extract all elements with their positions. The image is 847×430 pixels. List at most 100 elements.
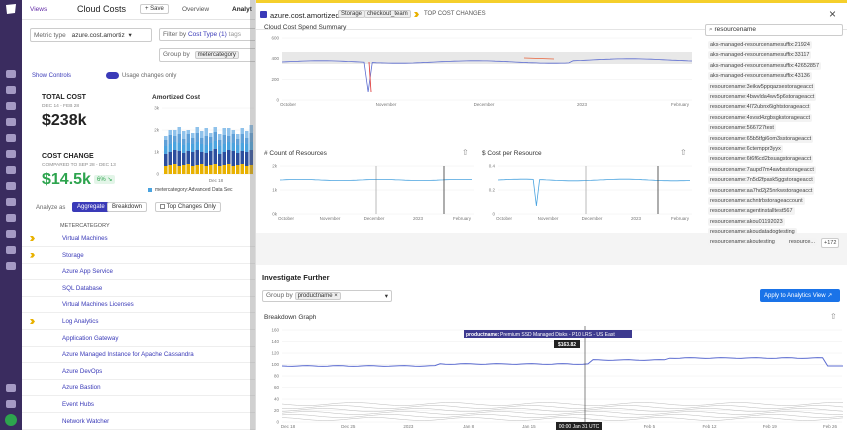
- tab-analytics[interactable]: Analyt: [232, 6, 252, 13]
- tag-item[interactable]: resourcename:4l72ubnx6ightstorageacct: [708, 103, 812, 112]
- help-icon[interactable]: [6, 384, 16, 392]
- tag-item[interactable]: aks-managed-resourcenamesuffix:42652857: [708, 61, 822, 70]
- row-label[interactable]: Event Hubs: [62, 401, 94, 408]
- remove-pill-icon[interactable]: ×: [334, 293, 338, 299]
- more-count[interactable]: +172: [821, 238, 840, 248]
- aggregate-button[interactable]: Aggregate: [72, 202, 110, 212]
- table-row[interactable]: Event Hubs: [22, 397, 257, 413]
- table-row[interactable]: Azure Managed Instance for Apache Cassan…: [22, 347, 257, 364]
- cloud-cost-icon[interactable]: [6, 262, 16, 270]
- table-row[interactable]: Application Gateway: [22, 331, 257, 347]
- amortized-bar-segment: [222, 128, 226, 135]
- tag-item[interactable]: resourcename:aa7hd2j25nrkwstorageacct: [708, 186, 815, 195]
- row-label[interactable]: Application Gateway: [62, 334, 119, 342]
- tag-item[interactable]: resourcename:3eikw5ppqazsestorageacct: [708, 82, 816, 91]
- amortized-bar-segment: [236, 145, 240, 153]
- tag-item[interactable]: aks-managed-resourcenamesuffix:21924: [708, 41, 812, 49]
- share-icon[interactable]: ⇧: [462, 148, 469, 157]
- panel-overlay-edge: [250, 0, 257, 430]
- group-by-field[interactable]: Group by metercategory: [159, 48, 257, 62]
- events-icon[interactable]: [6, 102, 16, 110]
- views-link[interactable]: Views: [30, 6, 48, 13]
- apply-analytics-button[interactable]: Apply to Analytics View ↗: [760, 289, 840, 302]
- tag-search-input[interactable]: ⌕ resourcename: [705, 24, 843, 36]
- usage-toggle[interactable]: [106, 72, 119, 79]
- infrastructure-icon[interactable]: [6, 134, 16, 142]
- tag-item[interactable]: resourcename:akoutesting: [708, 238, 777, 246]
- amortized-bar-segment: [164, 166, 168, 174]
- amortized-bar-segment: [222, 165, 226, 174]
- y-tick-label: 80: [274, 374, 280, 379]
- tag-item[interactable]: resourcename:akou01192023: [708, 217, 785, 226]
- row-label[interactable]: Azure App Service: [62, 268, 113, 276]
- filter-by-field[interactable]: Filter by Cost Type (1) tags: [159, 28, 257, 41]
- breakdown-group-by[interactable]: Group by productname × ▾: [262, 290, 392, 302]
- amortized-bar-segment: [164, 154, 168, 166]
- dashboards-icon[interactable]: [6, 118, 16, 126]
- monitors-icon[interactable]: [6, 150, 16, 158]
- share-icon[interactable]: ⇧: [830, 312, 837, 321]
- share-icon[interactable]: ⇧: [680, 148, 687, 157]
- tag-item[interactable]: resourcename:4bwvlda4wv5p6storageacct: [708, 93, 817, 101]
- x-tick-label: February: [671, 102, 690, 107]
- row-label[interactable]: Log Analytics: [62, 318, 99, 325]
- tag-item[interactable]: resourcename:566727test: [708, 124, 776, 133]
- security-icon[interactable]: [6, 230, 16, 238]
- cost-change-badge: 6% ↘: [94, 175, 116, 184]
- table-row[interactable]: Virtual Machines: [22, 231, 257, 247]
- table-row[interactable]: Virtual Machines Licenses: [22, 297, 257, 314]
- tag-item[interactable]: resourcename:6ctemppr3yyx: [708, 145, 783, 153]
- row-label[interactable]: Azure Bastion: [62, 384, 101, 392]
- search-icon[interactable]: [6, 70, 16, 78]
- row-label[interactable]: Virtual Machines Licenses: [62, 301, 134, 309]
- productname-pill[interactable]: productname ×: [294, 292, 341, 300]
- tag-item-more[interactable]: resource...: [787, 238, 817, 246]
- avatar[interactable]: [5, 414, 17, 426]
- row-label[interactable]: Storage: [62, 251, 84, 259]
- row-label[interactable]: Azure Managed Instance for Apache Cassan…: [62, 351, 194, 359]
- amortized-bar-segment: [182, 131, 186, 139]
- tag-item[interactable]: resourcename:akoudatadogtesting: [708, 228, 797, 237]
- row-label[interactable]: Virtual Machines: [62, 235, 108, 242]
- close-icon[interactable]: ×: [829, 7, 837, 21]
- tag-item[interactable]: resourcename:7n5d2fpask5ggstorageacct: [708, 176, 815, 185]
- row-label[interactable]: SQL Database: [62, 284, 103, 292]
- apm-icon[interactable]: [6, 198, 16, 206]
- datadog-logo-icon[interactable]: [4, 3, 18, 15]
- logs-icon[interactable]: [6, 214, 16, 222]
- top-changes-toggle[interactable]: Top Changes Only: [155, 202, 221, 213]
- tag-item[interactable]: aks-managed-resourcenamesuffix:43136: [708, 72, 812, 81]
- table-row[interactable]: Azure Bastion: [22, 380, 257, 397]
- watchdog-icon[interactable]: [6, 86, 16, 94]
- save-button[interactable]: + Save: [140, 4, 169, 14]
- tag-item[interactable]: resourcename:agentinstalltest567: [708, 207, 795, 216]
- tag-item[interactable]: resourcename:6t6f6cd2bsuagstorageacct: [708, 155, 814, 164]
- table-row[interactable]: Network Watcher: [22, 414, 257, 430]
- settings-icon[interactable]: [6, 400, 16, 408]
- tag-item[interactable]: resourcename:achntrbstorageaccount: [708, 197, 805, 205]
- amortized-bar-segment: [204, 136, 208, 145]
- breakdown-button[interactable]: Breakdown: [107, 202, 148, 212]
- tab-overview[interactable]: Overview: [182, 6, 210, 13]
- tag-item[interactable]: resourcename:4svsd4zgbsgkstorageacct: [708, 113, 812, 122]
- show-controls-link[interactable]: Show Controls: [32, 73, 72, 79]
- y-tick-label: 20: [274, 408, 280, 413]
- table-row[interactable]: Log Analytics: [22, 314, 257, 330]
- table-row[interactable]: Azure DevOps: [22, 364, 257, 380]
- metric-type-select[interactable]: Metric type azure.cost.amortiz ▾: [30, 28, 152, 42]
- amortized-bar-segment: [245, 152, 249, 166]
- metrics-icon[interactable]: [6, 166, 16, 174]
- row-label[interactable]: Azure DevOps: [62, 367, 103, 375]
- tag-item[interactable]: resourcename:7aupd7m4awbsstorageacct: [708, 165, 816, 174]
- ux-monitoring-icon[interactable]: [6, 246, 16, 254]
- amortized-bar-segment: [240, 134, 244, 143]
- tag-item[interactable]: aks-managed-resourcenamesuffix:33117: [708, 51, 812, 60]
- table-row[interactable]: Azure App Service: [22, 264, 257, 281]
- table-row[interactable]: SQL Database: [22, 281, 257, 297]
- integrations-icon[interactable]: [6, 182, 16, 190]
- y-tick-label: 2k: [272, 164, 278, 169]
- table-row[interactable]: Storage: [22, 248, 257, 264]
- tooltip-number-box: [554, 340, 580, 348]
- row-label[interactable]: Network Watcher: [62, 417, 110, 425]
- tag-item[interactable]: resourcename:65b5tfgi6om3sstorageacct: [708, 134, 814, 143]
